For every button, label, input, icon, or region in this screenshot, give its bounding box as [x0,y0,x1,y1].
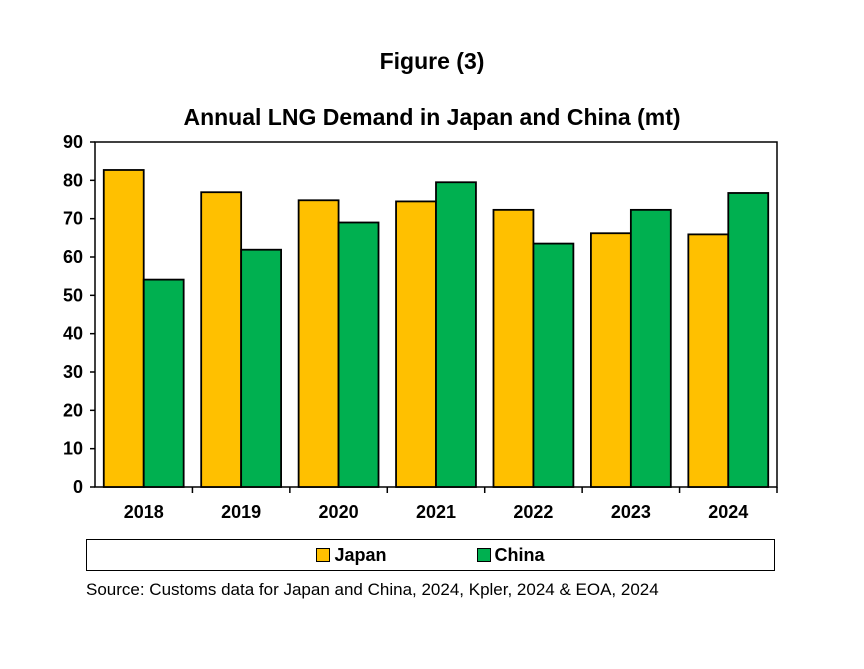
legend: Japan China [86,539,775,571]
bar-japan-2022 [492,208,535,488]
bar-china-2018 [142,278,185,488]
bar-china-2023 [629,208,672,488]
y-tick-label: 80 [63,170,83,190]
bar-china-2020 [337,221,380,488]
bar-china-2021 [435,181,477,488]
y-tick-label: 40 [63,324,83,344]
x-tick-label: 2023 [611,502,651,522]
legend-label-china: China [494,544,545,565]
y-tick-label: 60 [63,247,83,267]
legend-swatch-china [476,548,491,562]
legend-item-japan: Japan [316,544,387,566]
y-tick-label: 50 [63,285,83,305]
y-tick-label: 90 [63,132,83,152]
legend-swatch-japan [316,548,331,562]
chart-title: Annual LNG Demand in Japan and China (mt… [183,104,681,130]
y-tick-label: 10 [63,439,83,459]
y-tick-label: 30 [63,362,83,382]
legend-item-china: China [476,544,545,566]
y-tick-label: 70 [63,209,83,229]
x-tick-label: 2021 [416,502,456,522]
source-note: Source: Customs data for Japan and China… [86,580,659,599]
bar-japan-2024 [687,233,730,488]
bar-japan-2020 [297,199,340,488]
bar-japan-2021 [395,200,437,488]
x-tick-label: 2018 [124,502,164,522]
x-tick-label: 2022 [513,502,553,522]
legend-label-japan: Japan [334,544,387,565]
y-tick-label: 20 [63,400,83,420]
bar-china-2022 [532,242,575,488]
x-tick-label: 2020 [319,502,359,522]
figure-label: Figure (3) [379,48,485,74]
bar-china-2019 [240,248,282,488]
bar-japan-2018 [102,169,145,488]
bar-japan-2019 [200,191,243,488]
y-tick-label: 0 [73,477,83,497]
x-tick-label: 2019 [221,502,261,522]
x-tick-label: 2024 [708,502,748,522]
bar-japan-2023 [590,232,632,488]
bar-china-2024 [727,192,770,488]
